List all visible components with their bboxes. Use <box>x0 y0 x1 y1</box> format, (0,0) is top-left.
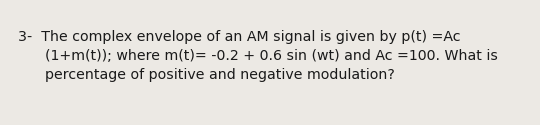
Text: 3-  The complex envelope of an AM signal is given by p(t) =Ac: 3- The complex envelope of an AM signal … <box>18 30 461 44</box>
Text: (1+m(t)); where m(t)= -0.2 + 0.6 sin (wt) and Ac =100. What is: (1+m(t)); where m(t)= -0.2 + 0.6 sin (wt… <box>18 49 498 63</box>
Text: percentage of positive and negative modulation?: percentage of positive and negative modu… <box>18 68 395 82</box>
